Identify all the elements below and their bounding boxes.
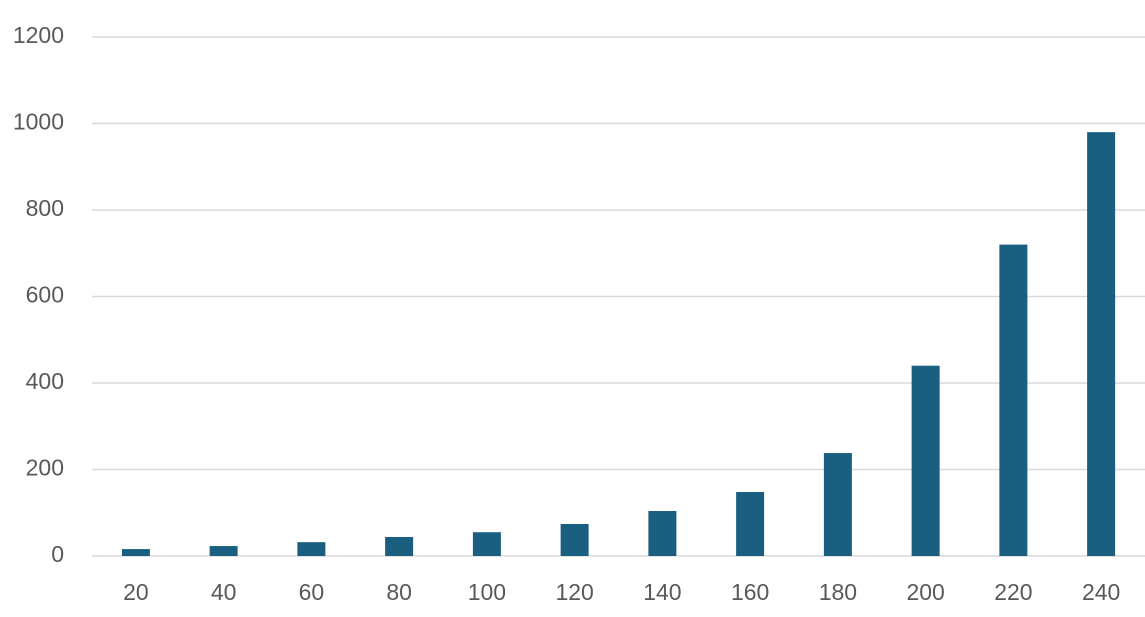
x-tick-label: 180 (819, 579, 857, 605)
bar (560, 523, 589, 556)
bar (823, 453, 852, 556)
x-tick-label: 220 (994, 579, 1032, 605)
x-tick-label: 80 (386, 579, 412, 605)
x-tick-label: 20 (123, 579, 149, 605)
x-tick-label: 120 (555, 579, 593, 605)
bar (297, 542, 326, 556)
y-tick-label: 200 (26, 455, 64, 481)
bar (385, 536, 414, 556)
y-tick-label: 800 (26, 195, 64, 221)
y-tick-label: 600 (26, 282, 64, 308)
y-tick-label: 0 (51, 541, 64, 567)
x-tick-label: 100 (468, 579, 506, 605)
y-tick-label: 1000 (13, 109, 64, 135)
bar (911, 365, 940, 556)
bar (472, 532, 501, 556)
bar (736, 491, 765, 556)
bar (1087, 132, 1116, 556)
x-tick-label: 140 (643, 579, 681, 605)
x-tick-label: 200 (906, 579, 944, 605)
bar (999, 244, 1028, 556)
x-tick-label: 40 (211, 579, 237, 605)
bar (648, 511, 677, 556)
y-tick-label: 1200 (13, 22, 64, 48)
bar (121, 549, 150, 556)
x-tick-label: 60 (299, 579, 325, 605)
x-tick-label: 240 (1082, 579, 1120, 605)
bar (209, 546, 238, 556)
x-tick-label: 160 (731, 579, 769, 605)
y-tick-label: 400 (26, 368, 64, 394)
